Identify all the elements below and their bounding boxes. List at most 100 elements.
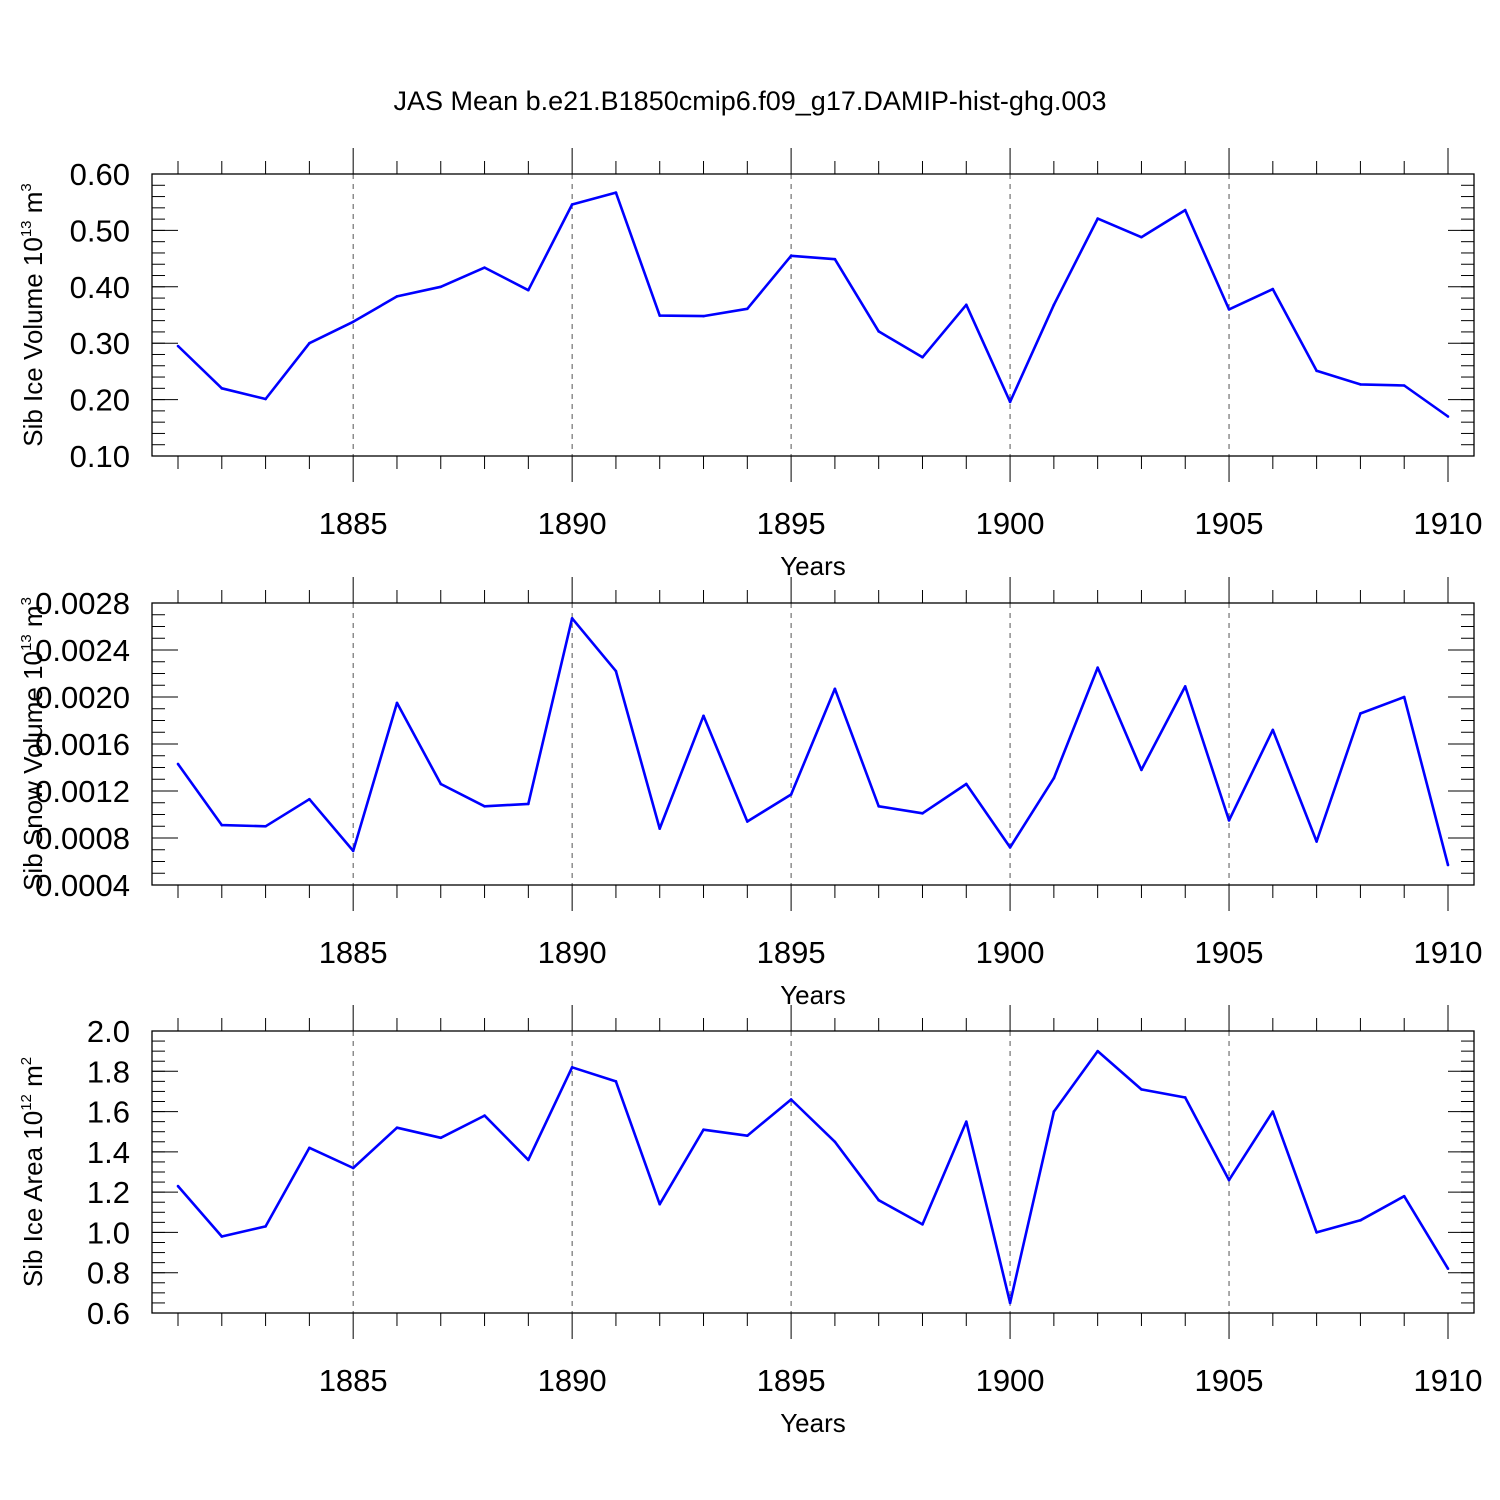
data-point <box>658 1202 662 1206</box>
y-axis-title-unit: m <box>18 192 48 221</box>
data-point <box>527 1158 530 1162</box>
data-point <box>964 782 968 786</box>
y-tick-label: 0.0024 <box>35 633 130 668</box>
y-tick-label: 1.8 <box>87 1054 130 1089</box>
y-axis-title-exponent: 13 <box>18 220 35 237</box>
x-tick-label: 1890 <box>538 935 607 970</box>
data-point <box>395 1126 399 1129</box>
data-point <box>527 802 530 806</box>
data-point <box>614 191 618 194</box>
x-tick-label: 1890 <box>538 506 607 541</box>
data-point <box>176 1184 180 1188</box>
y-axis-title: Sib Ice Area 1012 m2 <box>18 1057 48 1287</box>
y-tick-label: 1.6 <box>87 1095 130 1130</box>
data-point <box>964 1120 968 1123</box>
y-axis-title-unit-exponent: 3 <box>18 597 35 605</box>
data-point <box>220 387 224 390</box>
data-point <box>877 330 880 333</box>
data-point <box>264 397 267 401</box>
y-tick-label: 0.50 <box>70 213 130 248</box>
series-line <box>177 191 1449 418</box>
x-tick-label: 1905 <box>1195 506 1264 541</box>
y-tick-label: 0.0028 <box>35 586 130 621</box>
data-point <box>1183 208 1187 212</box>
chart-panel-1: 1885 1890 1895 1900 1905 1910 Years 0.10 0.20 0.3… <box>18 148 1482 581</box>
plot-frame <box>151 1030 1475 1314</box>
chart-panel-3: 1885 1890 1895 1900 1905 1910 Years 0.6 0.8 1.0 1.… <box>18 1005 1482 1438</box>
x-tick-label: 1905 <box>1195 935 1264 970</box>
data-point <box>746 307 749 311</box>
data-point <box>614 669 618 673</box>
data-point <box>308 1146 311 1150</box>
x-tick-label: 1895 <box>757 935 826 970</box>
y-axis-title-unit: m <box>18 1065 48 1094</box>
data-point <box>351 1166 355 1170</box>
data-point <box>308 341 311 345</box>
x-tick-label: 1900 <box>976 935 1045 970</box>
x-axis-title: Years <box>780 551 846 581</box>
data-point <box>1227 308 1231 311</box>
data-point <box>789 254 793 258</box>
data-point <box>1227 1178 1231 1182</box>
y-tick-label: 0.0016 <box>35 727 130 762</box>
data-point <box>833 257 837 261</box>
data-point <box>1271 728 1275 732</box>
data-point <box>1096 217 1099 220</box>
data-point <box>1446 863 1450 867</box>
data-point <box>1315 369 1318 373</box>
data-point <box>614 1080 618 1083</box>
data-point <box>1140 768 1143 772</box>
data-point <box>483 804 486 808</box>
data-point <box>1315 840 1318 843</box>
data-point <box>789 1098 793 1101</box>
data-point <box>1008 846 1012 849</box>
y-axis-title: Sib Ice Volume 1013 m3 <box>18 183 48 447</box>
series-line <box>176 616 1450 866</box>
y-tick-label: 0.0012 <box>35 774 130 809</box>
data-point <box>1183 685 1187 688</box>
x-tick-label: 1885 <box>319 1363 388 1398</box>
x-tick-label: 1910 <box>1414 935 1483 970</box>
data-point <box>1446 1267 1450 1270</box>
data-point <box>1446 415 1450 418</box>
data-point <box>1052 1110 1056 1113</box>
x-tick-label: 1900 <box>976 506 1045 541</box>
data-point <box>220 823 224 827</box>
x-tick-label: 1910 <box>1414 1363 1483 1398</box>
data-point <box>658 314 662 317</box>
chart-panel-2: 1885 1890 1895 1900 1905 1910 Years 0.0004 0.000… <box>18 577 1482 1010</box>
data-point <box>176 344 180 348</box>
data-point <box>921 1223 924 1226</box>
data-point <box>1402 384 1406 387</box>
data-point <box>527 288 530 292</box>
x-tick-label: 1900 <box>976 1363 1045 1398</box>
data-point <box>1096 1049 1099 1053</box>
x-tick-label: 1885 <box>319 506 388 541</box>
data-point <box>1008 1301 1012 1305</box>
y-axis-title-text: Sib Ice Volume 10 <box>18 237 48 447</box>
data-point <box>964 303 968 307</box>
x-tick-label: 1905 <box>1195 1363 1264 1398</box>
y-axis-title-text: Sib Snow Volume 10 <box>18 651 48 891</box>
data-point <box>483 1114 486 1117</box>
data-point <box>308 797 311 801</box>
y-tick-label: 1.0 <box>87 1215 130 1250</box>
x-tick-label: 1910 <box>1414 506 1483 541</box>
data-point <box>1008 400 1012 404</box>
data-point <box>1359 1219 1362 1222</box>
y-tick-label: 0.60 <box>70 157 130 192</box>
x-tick-label: 1895 <box>757 1363 826 1398</box>
data-point <box>395 701 399 705</box>
data-point <box>702 1128 705 1131</box>
y-tick-label: 1.4 <box>87 1135 130 1170</box>
data-point <box>220 1235 224 1238</box>
data-point <box>395 295 399 298</box>
data-point <box>921 356 924 359</box>
data-point <box>439 782 443 786</box>
x-axis-title: Years <box>780 980 846 1010</box>
plot-frame <box>151 173 1475 457</box>
data-point <box>789 793 793 796</box>
data-point <box>1140 1088 1143 1091</box>
data-point <box>570 1065 574 1069</box>
data-point <box>702 714 705 718</box>
